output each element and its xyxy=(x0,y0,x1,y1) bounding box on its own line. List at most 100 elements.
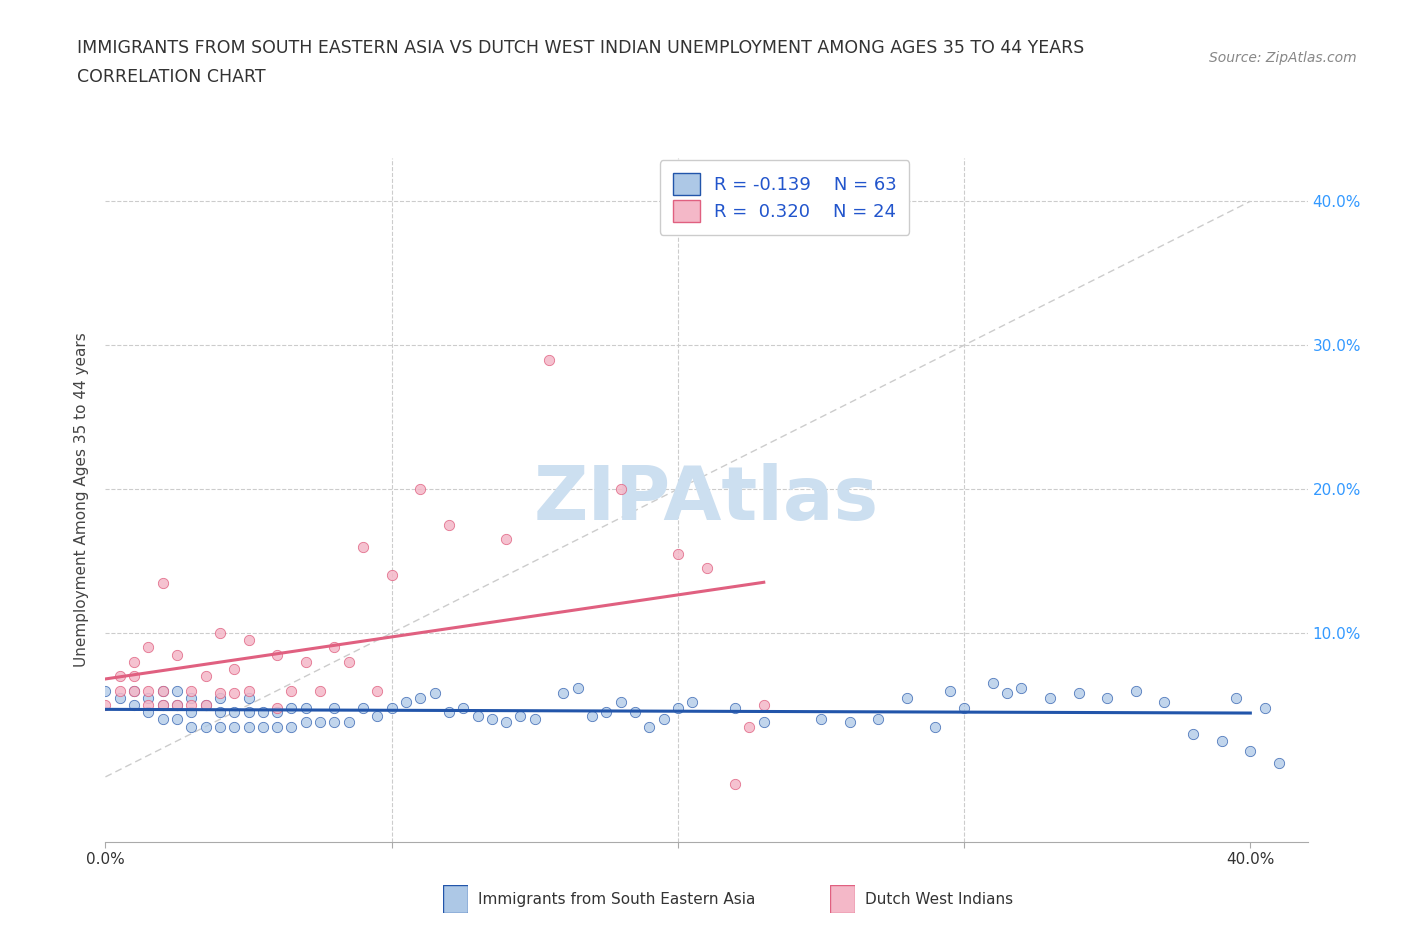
Point xyxy=(323,640,346,655)
Point xyxy=(208,719,231,734)
Point xyxy=(238,705,260,720)
Point xyxy=(224,661,246,676)
Point xyxy=(467,709,489,724)
Point xyxy=(409,482,432,497)
Point xyxy=(738,719,761,734)
Point xyxy=(266,647,288,662)
Point xyxy=(238,632,260,647)
Point xyxy=(208,686,231,701)
Legend: R = -0.139    N = 63, R =  0.320    N = 24: R = -0.139 N = 63, R = 0.320 N = 24 xyxy=(659,160,910,235)
Point xyxy=(523,711,546,726)
Point xyxy=(495,715,517,730)
Point xyxy=(423,686,446,701)
Point xyxy=(995,686,1018,701)
Point xyxy=(924,719,946,734)
Point xyxy=(1125,684,1147,698)
Point xyxy=(122,698,145,712)
Point xyxy=(194,719,217,734)
Point xyxy=(395,695,418,710)
Point xyxy=(567,680,589,695)
Point xyxy=(624,705,647,720)
Point xyxy=(1095,690,1118,705)
Point xyxy=(122,655,145,670)
Point xyxy=(180,698,202,712)
Point xyxy=(638,719,661,734)
Text: ZIPAtlas: ZIPAtlas xyxy=(534,463,879,537)
Text: Immigrants from South Eastern Asia: Immigrants from South Eastern Asia xyxy=(478,892,755,907)
Point xyxy=(152,698,174,712)
Point xyxy=(152,575,174,590)
Point xyxy=(138,640,160,655)
Point xyxy=(1182,726,1205,741)
Point xyxy=(166,647,188,662)
Text: IMMIGRANTS FROM SOUTH EASTERN ASIA VS DUTCH WEST INDIAN UNEMPLOYMENT AMONG AGES : IMMIGRANTS FROM SOUTH EASTERN ASIA VS DU… xyxy=(77,39,1084,57)
Point xyxy=(724,700,747,715)
Point xyxy=(681,695,703,710)
Point xyxy=(666,700,689,715)
Point xyxy=(666,547,689,562)
Point xyxy=(309,684,332,698)
Point xyxy=(553,686,575,701)
Point xyxy=(194,669,217,684)
Point xyxy=(1010,680,1032,695)
Point xyxy=(609,482,631,497)
Point xyxy=(266,705,288,720)
Point xyxy=(94,684,117,698)
Point xyxy=(194,698,217,712)
Point xyxy=(581,709,603,724)
Point xyxy=(437,518,460,533)
Point xyxy=(108,669,131,684)
Point xyxy=(1039,690,1062,705)
Point xyxy=(138,684,160,698)
Point xyxy=(266,719,288,734)
Point xyxy=(981,676,1004,691)
Point xyxy=(696,561,718,576)
Point xyxy=(381,700,404,715)
Point xyxy=(152,698,174,712)
Point xyxy=(166,684,188,698)
Y-axis label: Unemployment Among Ages 35 to 44 years: Unemployment Among Ages 35 to 44 years xyxy=(75,333,90,667)
Point xyxy=(323,715,346,730)
Point xyxy=(868,711,890,726)
Point xyxy=(810,711,832,726)
Point xyxy=(323,700,346,715)
Text: CORRELATION CHART: CORRELATION CHART xyxy=(77,68,266,86)
Point xyxy=(194,698,217,712)
Point xyxy=(238,684,260,698)
Point xyxy=(224,719,246,734)
Point xyxy=(108,690,131,705)
Point xyxy=(1268,755,1291,770)
Point xyxy=(166,698,188,712)
Point xyxy=(352,539,374,554)
Point xyxy=(352,700,374,715)
Text: Source: ZipAtlas.com: Source: ZipAtlas.com xyxy=(1209,51,1357,65)
Point xyxy=(896,690,918,705)
Point xyxy=(108,684,131,698)
Point xyxy=(122,684,145,698)
Point xyxy=(366,684,388,698)
Point xyxy=(295,700,318,715)
Point xyxy=(381,568,404,583)
Point xyxy=(1225,690,1247,705)
Point xyxy=(337,715,360,730)
Point xyxy=(939,684,962,698)
Point xyxy=(252,719,274,734)
Point xyxy=(451,700,474,715)
Point xyxy=(138,690,160,705)
Point xyxy=(208,690,231,705)
Point xyxy=(309,715,332,730)
Point xyxy=(481,711,503,726)
Point xyxy=(1211,734,1233,749)
Point xyxy=(180,719,202,734)
Point xyxy=(166,711,188,726)
Point xyxy=(953,700,976,715)
Point xyxy=(180,705,202,720)
Point xyxy=(838,715,860,730)
Point xyxy=(295,715,318,730)
Point xyxy=(152,684,174,698)
Point xyxy=(437,705,460,720)
Point xyxy=(238,690,260,705)
Point xyxy=(538,352,561,367)
Point xyxy=(609,695,631,710)
Point xyxy=(122,684,145,698)
